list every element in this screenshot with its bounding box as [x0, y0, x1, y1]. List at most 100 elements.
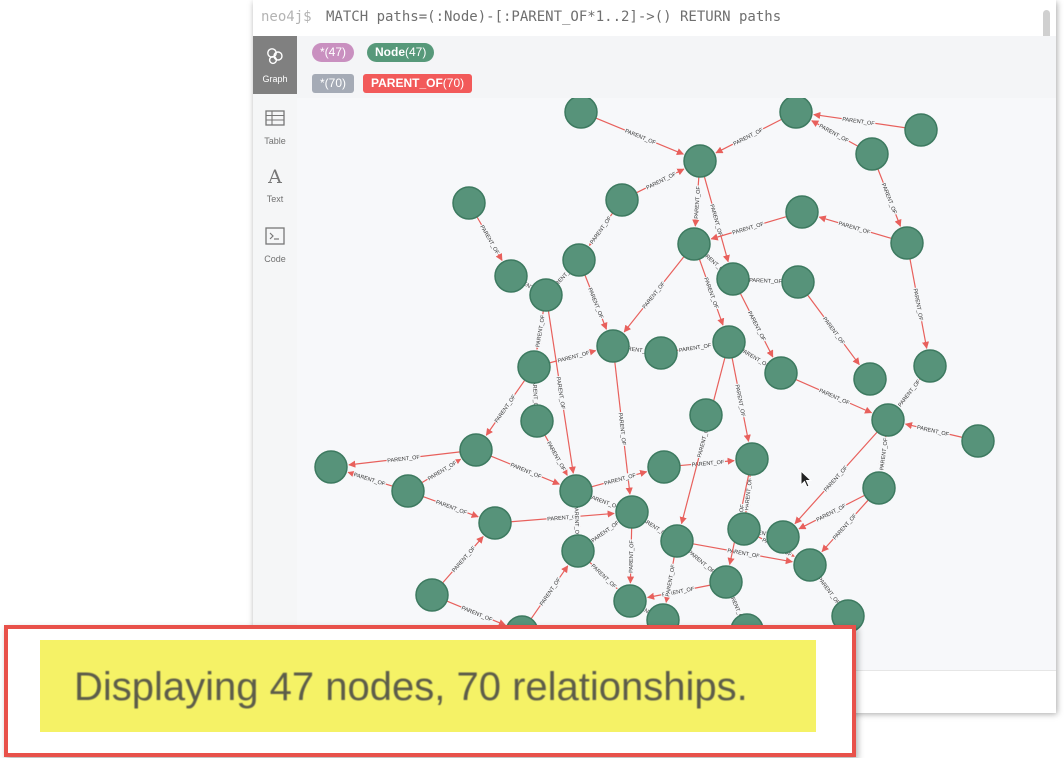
relationship-label: PARENT_OF [838, 221, 872, 236]
relationship-label-bg [730, 219, 766, 237]
relationship-label: PARENT_OF [727, 548, 761, 560]
graph-node[interactable] [709, 565, 743, 599]
graph-node[interactable] [785, 195, 819, 229]
relationship-label: PARENT_OF [818, 123, 850, 144]
relationship-label: PARENT_OF [572, 505, 579, 538]
relationship-label-bg [731, 125, 765, 148]
graph-node[interactable] [727, 512, 761, 546]
relationship-label: PARENT_OF [733, 127, 765, 147]
view-tab-code[interactable]: Code [253, 216, 297, 274]
relationship-label-bg [587, 214, 614, 246]
relationship-label-bg [589, 518, 621, 545]
relationship-label: PARENT_OF [692, 459, 726, 468]
graph-node[interactable] [391, 474, 425, 508]
relationship-label: PARENT_OF [629, 540, 636, 573]
relationship-label-bg [877, 436, 890, 472]
legend-rel-parent-of[interactable]: PARENT_OF(70) [363, 74, 473, 93]
graph-node[interactable] [613, 584, 647, 618]
graph-node[interactable] [890, 226, 924, 260]
relationship-label-bg [640, 279, 667, 311]
query-prompt: neo4j$ [261, 9, 312, 25]
relationship-label: PARENT_OF [842, 117, 876, 128]
legend-label-all[interactable]: *(47) [312, 43, 355, 62]
status-message: Displaying 47 nodes, 70 relationships. [74, 665, 748, 709]
graph-node[interactable] [596, 329, 630, 363]
graph-node[interactable] [529, 278, 563, 312]
graph-node[interactable] [615, 495, 649, 529]
relationship-label-bg [459, 603, 495, 624]
relationship-label: PARENT_OF [547, 514, 581, 523]
graph-node[interactable] [459, 433, 493, 467]
graph-node[interactable] [478, 506, 512, 540]
relationship-label-bg [821, 314, 847, 347]
graph-node[interactable] [735, 442, 769, 476]
relationship-label: PARENT_OF [818, 388, 851, 407]
graph-node[interactable] [904, 113, 938, 147]
relationship-label-bg [817, 121, 851, 145]
graph-node[interactable] [855, 137, 889, 171]
view-tab-label: Text [266, 194, 284, 204]
graph-node[interactable] [562, 243, 596, 277]
query-text[interactable]: MATCH paths=(:Node)-[:PARENT_OF*1..2]->(… [326, 9, 782, 25]
graph-svg[interactable]: PARENT_OF PARENT_OFPARENT_OFPARENT_OFPARE… [297, 98, 1056, 670]
view-tab-table[interactable]: Table [253, 98, 297, 156]
graph-node[interactable] [660, 524, 694, 558]
relationship-label: PARENT_OF [646, 171, 678, 191]
graph-node[interactable] [689, 398, 723, 432]
relationship-label-bg [623, 126, 658, 147]
relationship-label-bg [817, 386, 852, 407]
relationship-label-bg [492, 392, 518, 425]
relationship-label-bg [537, 575, 563, 608]
relationship-label: PARENT_OF [694, 185, 702, 219]
relationship-label-bg [686, 547, 717, 576]
legend-label-count: (47) [324, 45, 347, 59]
graph-node[interactable] [913, 349, 947, 383]
graph-node[interactable] [559, 474, 593, 508]
graph-node[interactable] [415, 578, 449, 612]
graph-node[interactable] [862, 471, 896, 505]
view-tab-label: Table [264, 136, 286, 146]
graph-node[interactable] [871, 403, 905, 437]
relationship-label-bg [746, 309, 768, 343]
query-bar[interactable]: neo4j$ MATCH paths=(:Node)-[:PARENT_OF*1… [253, 0, 1056, 36]
graph-node[interactable] [766, 520, 800, 554]
graph-node[interactable] [781, 265, 815, 299]
relationship-label: PARENT_OF [617, 413, 627, 447]
relationship-label-bg [434, 497, 469, 517]
relationship-label: PARENT_OF [879, 437, 889, 471]
graph-node[interactable] [853, 362, 887, 396]
relationship-label-bg [742, 476, 754, 512]
graph-canvas[interactable]: PARENT_OF PARENT_OF PARENT_OF PARENT_OF PARE… [297, 98, 1056, 670]
graph-node[interactable] [712, 325, 746, 359]
graph-node[interactable] [961, 424, 995, 458]
graph-node[interactable] [677, 227, 711, 261]
graph-legend: *(47) Node(47) *(70) PARENT_OF(70) [297, 36, 1056, 98]
graph-node[interactable] [683, 144, 717, 178]
view-tab-label: Code [264, 254, 286, 264]
relationship-label: PARENT_OF [545, 441, 566, 473]
graph-node[interactable] [644, 336, 678, 370]
view-tab-text[interactable]: A Text [253, 156, 297, 214]
relationship-label-bg [816, 574, 842, 607]
graph-node[interactable] [764, 356, 798, 390]
graph-node[interactable] [647, 450, 681, 484]
graph-node[interactable] [314, 450, 348, 484]
graph-node[interactable] [452, 186, 486, 220]
graph-node[interactable] [564, 98, 598, 129]
view-tab-label: Graph [262, 74, 288, 84]
graph-node[interactable] [793, 548, 827, 582]
graph-node[interactable] [517, 350, 551, 384]
graph-node[interactable] [561, 534, 595, 568]
legend-label-node[interactable]: Node(47) [367, 43, 435, 62]
relationship-label: PARENT_OF [478, 224, 500, 256]
graph-node[interactable] [779, 98, 813, 129]
view-tab-graph[interactable]: Graph [253, 36, 297, 94]
relationship-label-bg [915, 423, 951, 438]
code-icon [265, 227, 285, 245]
relationship-label: PARENT_OF [916, 425, 950, 438]
graph-node[interactable] [494, 259, 528, 293]
graph-node[interactable] [605, 183, 639, 217]
graph-node[interactable] [716, 262, 750, 296]
legend-rel-all[interactable]: *(70) [312, 74, 355, 93]
graph-node[interactable] [520, 404, 554, 438]
